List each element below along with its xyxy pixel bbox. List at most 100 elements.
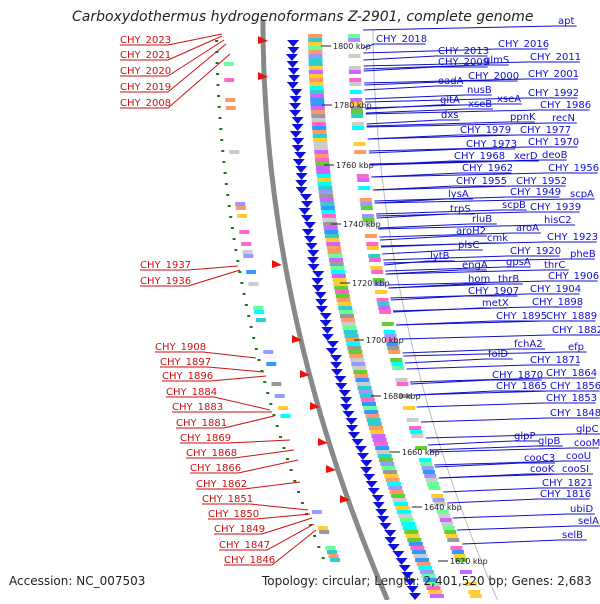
gene-label-leader (399, 334, 551, 340)
cog-block (382, 470, 397, 474)
gene-arrow (289, 131, 302, 138)
rna-label-leader (187, 265, 239, 271)
gene-label-leader (363, 48, 497, 54)
cog-block (352, 126, 365, 130)
cog-block (418, 458, 431, 462)
cog-block (351, 362, 366, 366)
cog-block (314, 150, 329, 154)
gene-label: efp (568, 342, 584, 353)
cog-block (255, 318, 266, 322)
gene-label: cooM (574, 438, 600, 449)
kbp-label: 1700 kbp (366, 336, 404, 345)
gene-label-leader (380, 241, 546, 247)
rna-label-leader (255, 513, 311, 520)
cog-block (370, 430, 385, 434)
cog-block (453, 554, 466, 558)
gene-label-leader (376, 211, 529, 217)
gene-arrow (314, 292, 327, 299)
cog-block (329, 262, 344, 266)
cog-block (319, 194, 334, 198)
cog-block (253, 306, 264, 310)
tick-dot (221, 150, 225, 152)
gene-label: CHY_1979 (460, 125, 511, 136)
gene-label: thrC (544, 260, 565, 271)
gene-label: ubiD (570, 504, 593, 515)
cog-block (402, 526, 417, 530)
gene-label-leader (364, 94, 466, 100)
tick-dot (252, 337, 256, 339)
cog-block (401, 522, 416, 526)
gene-label: engA (462, 260, 488, 271)
cog-block (330, 266, 345, 270)
kbp-label: 1680 kbp (383, 392, 421, 401)
gene-label: CHY_1956 (548, 163, 599, 174)
tick-dot (222, 161, 226, 163)
rna-glyph (292, 335, 302, 343)
gene-arrow (292, 159, 305, 166)
cog-block (334, 290, 349, 294)
gene-label: cmk (487, 233, 508, 244)
tick-dot (297, 491, 301, 493)
cog-block (410, 430, 423, 434)
gene-label-leader (404, 358, 487, 364)
cog-block (406, 418, 419, 422)
cog-block (349, 78, 362, 82)
cog-block (371, 270, 384, 274)
gene-label: CHY_1870 (492, 370, 543, 381)
gene-label-leader (385, 266, 505, 272)
gene-label-leader (378, 223, 471, 229)
gene-arrow (300, 215, 313, 222)
rna-label: CHY_1881 (176, 418, 227, 429)
cog-block (311, 122, 326, 126)
gene-arrow (330, 355, 343, 362)
rna-label-leader (223, 415, 275, 429)
tick-dot (240, 282, 244, 284)
cog-block (368, 258, 381, 262)
gene-arrow (307, 250, 320, 257)
gene-label-leader (388, 283, 497, 289)
cog-block (390, 358, 403, 362)
cog-block (364, 410, 379, 414)
gene-label: CHY_2011 (530, 52, 581, 63)
rna-label-leader (202, 351, 257, 359)
tick-dot (260, 370, 264, 372)
tick-dot (266, 392, 270, 394)
cog-block (345, 338, 360, 342)
gene-label-leader (447, 498, 539, 504)
cog-block (403, 406, 416, 410)
cog-block (373, 282, 386, 286)
gene-arrow (301, 201, 314, 208)
cog-block (378, 306, 391, 310)
gene-label-leader (364, 78, 527, 84)
cog-block (376, 450, 391, 454)
gene-label: CHY_1949 (510, 187, 561, 198)
cog-block (418, 566, 433, 570)
cog-block (385, 338, 398, 342)
rna-label-leader (243, 481, 301, 490)
gene-label: CHY_1864 (546, 368, 597, 379)
cog-block (310, 110, 325, 114)
cog-block (236, 214, 247, 218)
cog-block (343, 330, 358, 334)
gene-label: cooC3 (524, 453, 555, 464)
tick-dot (293, 480, 297, 482)
cog-block (308, 38, 323, 42)
gene-label: xerD (514, 151, 538, 162)
tick-dot (238, 271, 242, 273)
cog-block (420, 462, 433, 466)
cog-block (373, 442, 388, 446)
cog-block (350, 358, 365, 362)
gene-arrow (295, 173, 308, 180)
cog-block (455, 558, 468, 562)
cog-block (309, 78, 324, 82)
gene-arrow (384, 530, 397, 537)
gene-label: CHY_1816 (540, 489, 591, 500)
cog-block (341, 322, 356, 326)
cog-block (225, 98, 236, 102)
rna-glyph (318, 438, 328, 446)
tick-dot (244, 304, 248, 306)
gene-arrow (340, 404, 353, 411)
gene-label: glpP (514, 431, 536, 442)
gene-arrow (289, 96, 302, 103)
cog-block (359, 198, 372, 202)
